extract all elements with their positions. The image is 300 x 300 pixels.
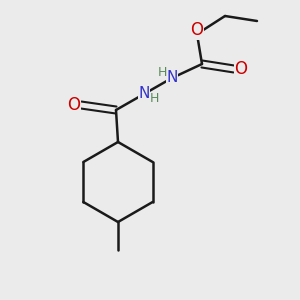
Text: H: H bbox=[157, 67, 167, 80]
Text: O: O bbox=[235, 60, 248, 78]
Text: H: H bbox=[149, 92, 159, 106]
Text: O: O bbox=[68, 96, 80, 114]
Text: O: O bbox=[190, 21, 203, 39]
Text: N: N bbox=[166, 70, 178, 86]
Text: N: N bbox=[138, 86, 150, 101]
